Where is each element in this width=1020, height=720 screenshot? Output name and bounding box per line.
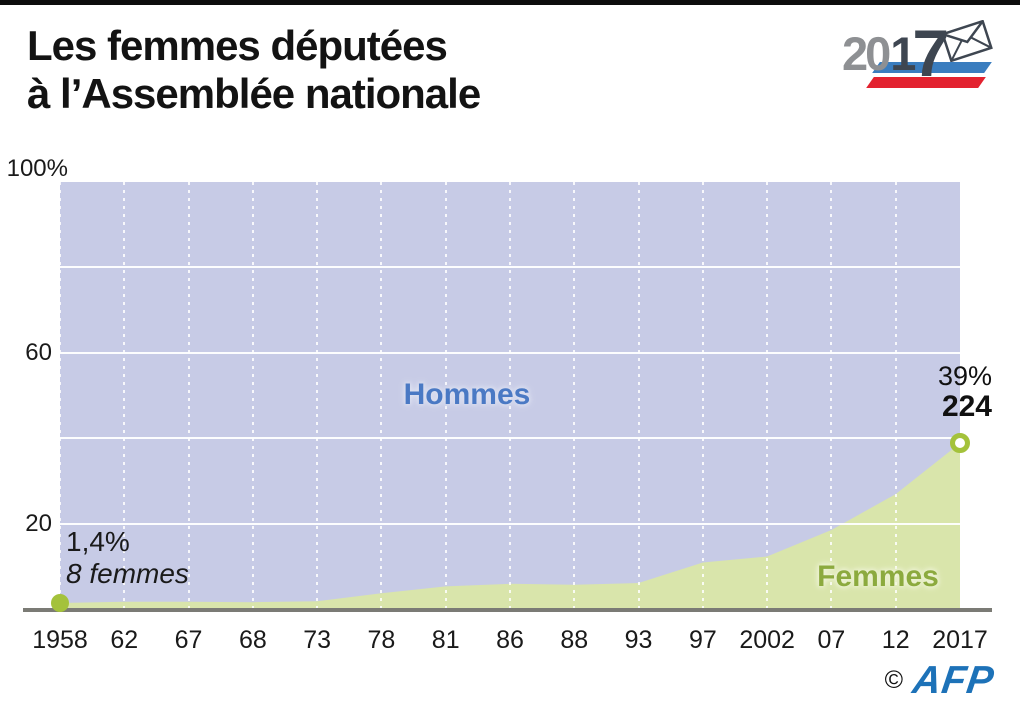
x-tick-label: 78 <box>367 626 396 654</box>
start-annotation-detail: 8 femmes <box>66 558 189 589</box>
femmes-label: Femmes <box>817 560 939 593</box>
logo-year-text: 20 1 7 <box>842 16 950 90</box>
gridline-vertical <box>830 182 833 609</box>
gridline-vertical <box>59 182 61 609</box>
gridline-vertical <box>701 182 704 609</box>
femmes-area <box>60 443 960 609</box>
start-annotation-percent: 1,4% <box>66 526 130 557</box>
hommes-label: Hommes <box>403 378 531 411</box>
title-line-2: à l’Assemblée nationale <box>27 70 481 117</box>
gridline-vertical <box>187 182 190 609</box>
logo-year-prefix: 20 <box>842 27 891 80</box>
gridline-vertical <box>766 182 769 609</box>
start-annotation: 1,4% 8 femmes <box>66 526 189 590</box>
gridline-vertical <box>380 182 383 609</box>
gridline-vertical <box>637 182 640 609</box>
election-2017-logo: 20 1 7 <box>842 16 993 96</box>
gridline-vertical <box>316 182 319 609</box>
x-tick-label: 07 <box>817 626 846 654</box>
gridline-vertical <box>509 182 511 609</box>
afp-logo: AFP <box>909 659 998 702</box>
x-tick-label: 88 <box>560 626 589 654</box>
end-annotation-count: 224 <box>941 390 992 423</box>
y-tick-label: 20 <box>25 509 52 537</box>
end-point-ring <box>950 433 970 454</box>
afp-credit: © AFP <box>884 659 998 702</box>
gridline-vertical <box>894 182 897 609</box>
x-tick-label: 67 <box>174 626 203 654</box>
x-tick-label: 93 <box>624 626 653 654</box>
end-annotation-percent: 39% <box>937 361 992 391</box>
gridline-vertical <box>251 182 254 609</box>
copyright-symbol: © <box>884 666 903 694</box>
x-tick-label: 62 <box>110 626 139 654</box>
logo-year-digit: 1 <box>890 27 916 80</box>
end-annotation: 39% 224 <box>938 362 992 423</box>
top-border-bar <box>0 0 1020 5</box>
gridline-vertical <box>123 182 126 609</box>
x-tick-label: 86 <box>496 626 524 654</box>
y-tick-label: 100% <box>6 155 68 182</box>
ballot-envelope-icon <box>941 20 993 62</box>
x-axis-line <box>23 608 992 612</box>
x-tick-label: 81 <box>431 626 460 654</box>
x-tick-label: 73 <box>303 626 332 654</box>
gridline-vertical <box>573 182 576 609</box>
page-title: Les femmes députées à l’Assemblée nation… <box>27 22 481 118</box>
x-tick-label: 12 <box>881 626 910 654</box>
femmes-area-shape <box>60 443 960 609</box>
x-tick-label: 1958 <box>32 626 88 654</box>
x-tick-label: 97 <box>688 626 717 654</box>
x-tick-label: 2002 <box>739 626 795 654</box>
x-tick-label: 68 <box>238 626 267 654</box>
gridline-vertical <box>444 182 447 609</box>
x-tick-label: 2017 <box>932 626 988 654</box>
y-tick-label: 60 <box>25 338 52 366</box>
title-line-1: Les femmes députées <box>27 22 448 69</box>
logo-year-seven: 7 <box>912 16 950 90</box>
start-point-dot <box>51 594 69 613</box>
